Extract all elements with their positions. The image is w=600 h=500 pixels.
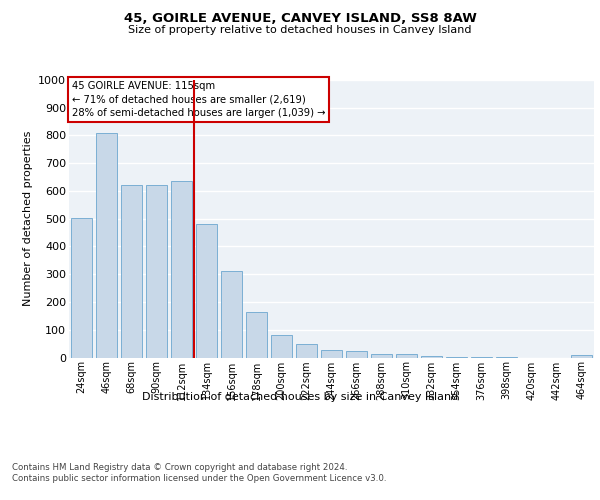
Bar <box>221 270 242 358</box>
Bar <box>296 344 317 357</box>
Bar <box>171 181 192 358</box>
Bar <box>421 356 442 358</box>
Bar <box>346 351 367 358</box>
Text: Contains public sector information licensed under the Open Government Licence v3: Contains public sector information licen… <box>12 474 386 483</box>
Bar <box>246 312 267 358</box>
Bar <box>71 218 92 358</box>
Text: 45, GOIRLE AVENUE, CANVEY ISLAND, SS8 8AW: 45, GOIRLE AVENUE, CANVEY ISLAND, SS8 8A… <box>124 12 476 26</box>
Text: Distribution of detached houses by size in Canvey Island: Distribution of detached houses by size … <box>142 392 458 402</box>
Bar <box>371 354 392 358</box>
Text: 45 GOIRLE AVENUE: 115sqm
← 71% of detached houses are smaller (2,619)
28% of sem: 45 GOIRLE AVENUE: 115sqm ← 71% of detach… <box>71 82 325 118</box>
Bar <box>321 350 342 358</box>
Bar <box>571 354 592 358</box>
Y-axis label: Number of detached properties: Number of detached properties <box>23 131 32 306</box>
Bar <box>471 357 492 358</box>
Bar <box>446 356 467 358</box>
Text: Size of property relative to detached houses in Canvey Island: Size of property relative to detached ho… <box>128 25 472 35</box>
Bar <box>121 185 142 358</box>
Bar <box>96 134 117 358</box>
Text: Contains HM Land Registry data © Crown copyright and database right 2024.: Contains HM Land Registry data © Crown c… <box>12 462 347 471</box>
Bar <box>271 336 292 357</box>
Bar <box>196 224 217 358</box>
Bar <box>146 184 167 358</box>
Bar <box>396 354 417 358</box>
